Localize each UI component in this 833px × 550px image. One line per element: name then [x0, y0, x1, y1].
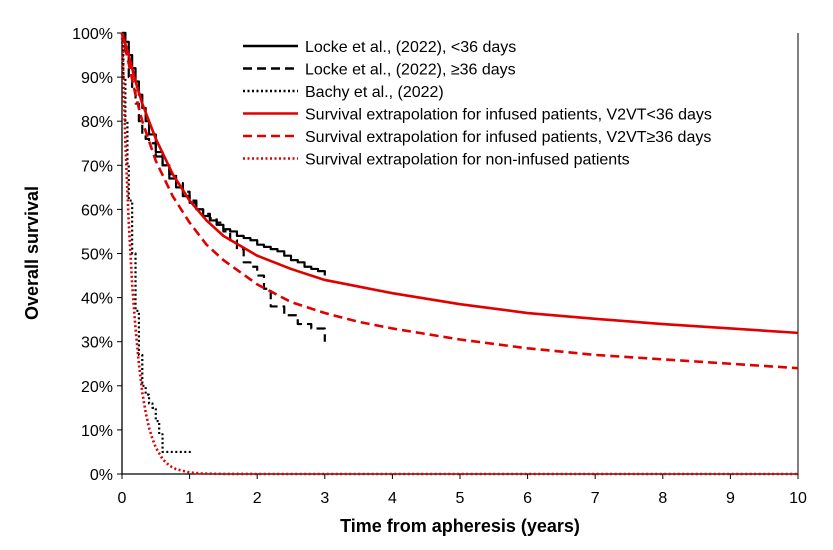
y-tick-label: 30% [81, 335, 113, 352]
y-tick-label: 100% [72, 26, 113, 43]
legend-label: Locke et al., (2022), ≥36 days [305, 62, 516, 79]
y-tick-label: 70% [81, 158, 113, 175]
x-tick-label: 3 [320, 490, 329, 507]
series-line-6 [120, 32, 798, 476]
legend-label: Locke et al., (2022), <36 days [305, 39, 516, 56]
x-tick-label: 0 [118, 490, 127, 507]
y-tick-label: 20% [81, 379, 113, 396]
x-tick-label: 8 [658, 490, 667, 507]
x-tick-label: 2 [253, 490, 262, 507]
y-tick-label: 50% [81, 247, 113, 264]
y-axis-title: Overall survival [22, 186, 42, 320]
series-line-3 [122, 45, 193, 454]
x-axis-ticks: 0 1 2 3 4 5 6 7 8 9 10 [118, 474, 807, 507]
y-tick-label: 0% [90, 467, 113, 484]
x-axis-title: Time from apheresis (years) [340, 516, 580, 536]
y-tick-label: 10% [81, 423, 113, 440]
legend-label: Survival extrapolation for infused patie… [305, 129, 711, 146]
y-tick-label: 40% [81, 291, 113, 308]
y-axis-ticks: 0% 10% 20% 30% 40% 50% 60% 70% 80% 90% 100% [72, 26, 122, 484]
series-line-1 [122, 31, 326, 276]
series-line-5 [120, 32, 799, 370]
x-tick-label: 7 [591, 490, 600, 507]
x-tick-label: 1 [185, 490, 194, 507]
x-tick-label: 4 [388, 490, 397, 507]
x-tick-label: 6 [523, 490, 532, 507]
legend-label: Survival extrapolation for infused patie… [305, 107, 712, 124]
y-tick-label: 90% [81, 70, 113, 87]
x-tick-label: 10 [789, 490, 807, 507]
x-tick-label: 9 [726, 490, 735, 507]
y-tick-label: 80% [81, 114, 113, 131]
x-tick-label: 5 [456, 490, 465, 507]
legend-label: Survival extrapolation for non-infused p… [305, 152, 630, 169]
legend-label: Bachy et al., (2022) [305, 84, 444, 101]
series-layer [120, 31, 799, 476]
y-tick-label: 60% [81, 202, 113, 219]
legend: Locke et al., (2022), <36 days Locke et a… [243, 39, 712, 169]
series-line-4 [120, 32, 799, 335]
series-line-2 [122, 31, 326, 342]
plot-area [121, 33, 799, 475]
